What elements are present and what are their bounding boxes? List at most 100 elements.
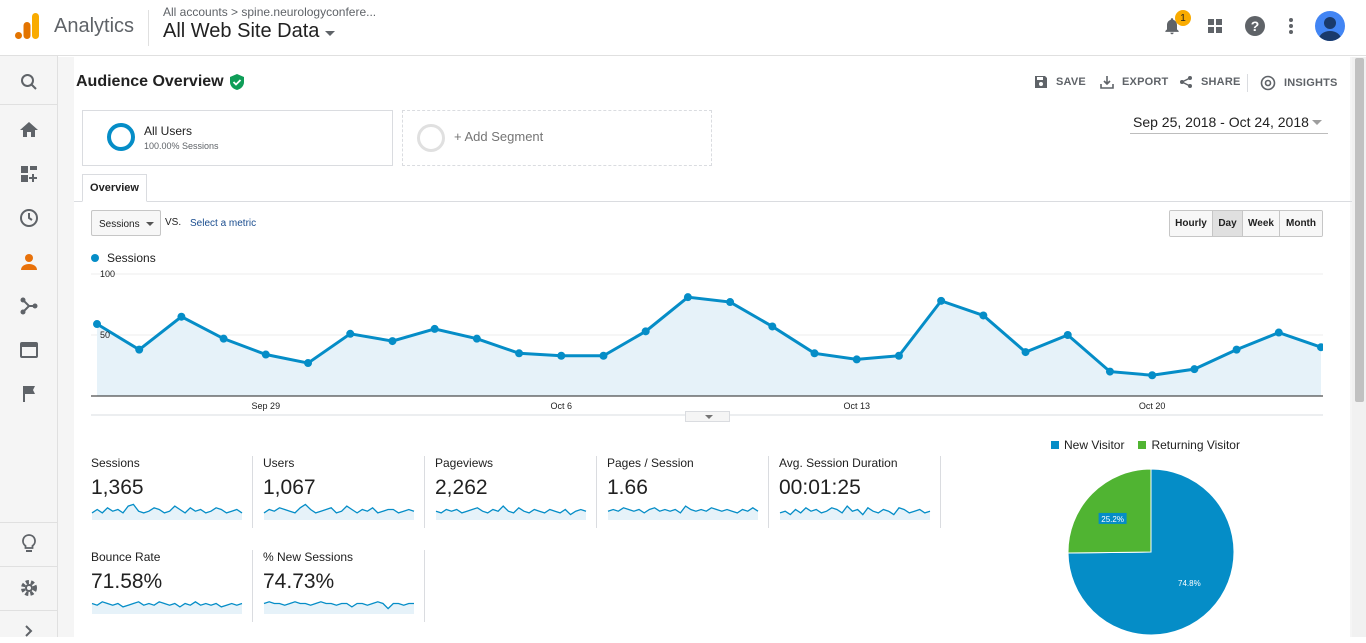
expand-chevron-right-icon[interactable] [17,619,41,643]
nav-divider [0,104,58,105]
chevron-down-icon [705,415,713,419]
nav-divider [0,566,58,567]
data-point [810,349,819,358]
help-icon[interactable]: ? [1243,14,1267,38]
data-point [894,351,903,360]
metric-value: 1,067 [263,476,316,499]
metric-value: 2,262 [435,476,488,499]
sessions-line-chart[interactable]: 100 50 Sep 29 Oct 6 Oct 13 Oct 20 [91,270,1323,418]
visitor-pie-chart[interactable]: 74.8% 25.2% [1067,468,1235,636]
granularity-week-button[interactable]: Week [1243,211,1280,236]
customization-icon[interactable] [17,162,41,186]
metric-select-value: Sessions [99,219,140,230]
metric-value: 74.73% [263,570,335,593]
metric-tile[interactable]: Avg. Session Duration 00:01:25 [779,456,941,528]
metric-tile[interactable]: Pageviews 2,262 [435,456,597,528]
metric-tile[interactable]: Sessions 1,365 [91,456,253,528]
chevron-down-icon [1312,120,1322,125]
select-metric-link[interactable]: Select a metric [190,218,257,229]
data-point [261,350,270,359]
add-segment-ring-icon [417,124,445,152]
export-icon [1100,76,1114,89]
audience-person-icon[interactable] [17,250,41,274]
export-label: EXPORT [1122,76,1169,88]
save-button[interactable]: SAVE [1034,75,1086,89]
sparkline-area [780,506,930,520]
data-point [304,359,313,368]
sparkline-area [264,601,414,614]
brand-name: Analytics [54,15,135,37]
export-button[interactable]: EXPORT [1100,75,1168,89]
top-bar: Analytics All accounts > spine.neurology… [0,0,1366,56]
page-title-text: Audience Overview [76,73,224,90]
date-range-picker[interactable]: Sep 25, 2018 - Oct 24, 2018 [1130,112,1328,134]
save-icon [1035,76,1047,88]
granularity-month-button[interactable]: Month [1280,211,1322,236]
data-point [472,334,481,343]
apps-grid-icon[interactable] [1203,14,1227,38]
data-point [1063,331,1072,339]
share-icon [1180,76,1192,88]
acquisition-icon[interactable] [17,294,41,318]
legend-swatch [1138,441,1147,449]
metric-tile[interactable]: Users 1,067 [263,456,425,528]
pie-legend-item: Returning Visitor [1138,438,1240,452]
x-tick-label: Oct 13 [843,401,870,411]
analytics-logo-icon[interactable] [14,12,40,40]
data-point [346,329,355,338]
view-name: All Web Site Data [163,20,320,42]
page-title: Audience Overview [76,73,244,91]
metric-label: Avg. Session Duration [779,456,898,470]
pie-value-label: 25.2% [1101,515,1124,524]
metric-value: 1.66 [607,476,648,499]
share-label: SHARE [1201,76,1241,88]
pie-legend: New Visitor Returning Visitor [1051,438,1240,452]
data-point [726,298,735,307]
realtime-clock-icon[interactable] [17,206,41,230]
conversions-flag-icon[interactable] [17,382,41,406]
tab-overview[interactable]: Overview [82,174,147,202]
granularity-day-button[interactable]: Day [1213,211,1243,236]
segment-ring-icon [107,123,135,151]
metric-tile[interactable]: Pages / Session 1.66 [607,456,769,528]
vs-label: VS. [165,217,182,228]
admin-gear-icon[interactable] [17,576,41,600]
sparkline-line [91,503,243,514]
discover-lightbulb-icon[interactable] [17,532,41,556]
metric-sparkline [435,505,587,520]
metric-tile[interactable]: Bounce Rate 71.58% [91,550,253,622]
home-icon[interactable] [17,118,41,142]
svg-text:?: ? [1251,18,1260,34]
data-point [1274,328,1283,337]
data-point [1232,345,1241,354]
pie-label-bg [1098,512,1127,524]
segment-card-all-users[interactable]: All Users 100.00% Sessions [82,110,393,166]
account-avatar-icon[interactable] [1315,11,1345,41]
more-vert-icon[interactable] [1279,14,1303,38]
segment-label: All Users [144,124,193,138]
chart-legend: Sessions [91,251,156,265]
behavior-icon[interactable] [17,338,41,362]
y-tick-label: 50 [100,330,110,340]
metric-select-dropdown[interactable]: Sessions [91,210,161,236]
chart-resize-handle[interactable] [685,411,730,422]
pie-legend-label: Returning Visitor [1151,438,1240,452]
insights-label: INSIGHTS [1284,77,1338,89]
insights-button[interactable]: INSIGHTS [1260,75,1338,91]
granularity-hourly-button[interactable]: Hourly [1170,211,1213,236]
view-selector[interactable]: All Web Site Data [163,20,336,43]
sparkline-line [607,505,759,514]
scrollbar-thumb[interactable] [1355,58,1364,402]
data-point [937,296,946,305]
save-label: SAVE [1056,76,1086,88]
breadcrumb[interactable]: All accounts > spine.neurologyconfere... [163,5,377,19]
share-button[interactable]: SHARE [1179,75,1241,89]
sparkline-line [263,601,414,610]
data-point [219,334,228,343]
metric-tile[interactable]: % New Sessions 74.73% [263,550,425,622]
sparkline-line [263,503,415,514]
add-segment-button[interactable]: + Add Segment [402,110,712,166]
sparkline-line [91,601,243,608]
metric-label: Bounce Rate [91,550,161,564]
search-icon[interactable] [17,70,41,94]
